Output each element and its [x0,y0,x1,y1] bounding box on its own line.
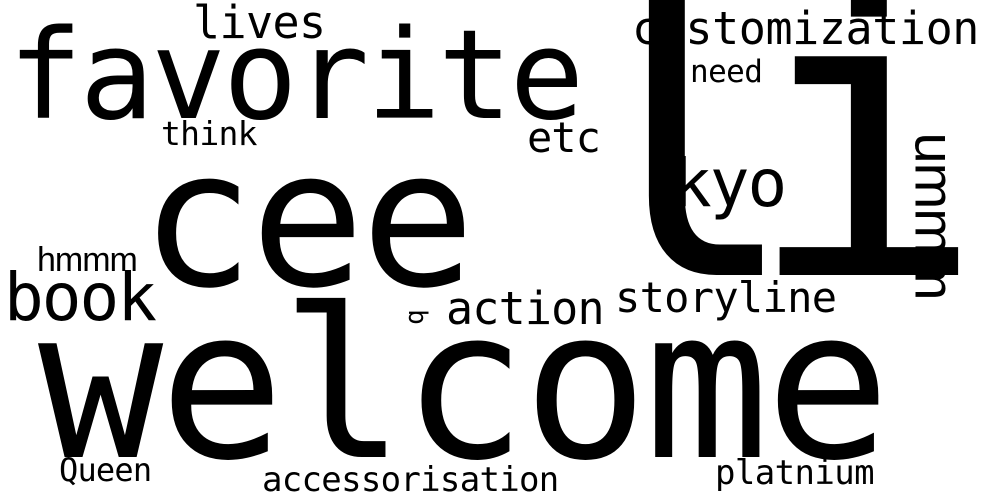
word-storyline: storyline [615,273,837,322]
word-need: need [690,54,763,90]
word-kyo: kyo [672,145,787,222]
word-li: li [560,0,986,370]
word-welcome: welcome [38,265,891,500]
word-b: b [401,309,432,325]
word-queen: Queen [59,451,152,489]
word-ummm: ummm [903,132,967,300]
word-customization: customization [632,2,979,55]
word-lives: lives [193,0,326,49]
word-action: action [446,282,605,335]
word-cee: cee [140,109,475,330]
word-accessorisation: accessorisation [262,460,559,500]
word-favorite: favorite [8,4,584,148]
word-platnium: platnium [715,453,875,493]
word-etc: etc [527,113,601,162]
word-think: think [161,114,258,153]
word-book: book [4,259,157,336]
word-hmmm: hmmm [37,241,138,279]
